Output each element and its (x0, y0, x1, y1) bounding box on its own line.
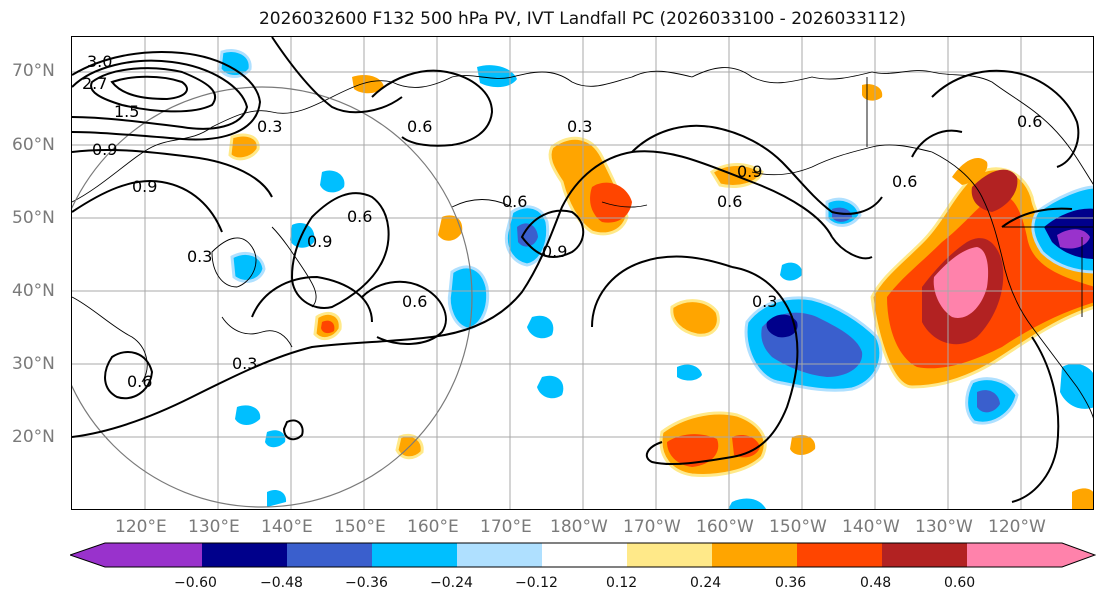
colorbar-segments (70, 543, 1095, 567)
contour-label: 0.3 (752, 292, 777, 311)
lon-label-170w: 170°W (623, 517, 681, 537)
colorbar-extend-min (70, 543, 105, 567)
lon-label-130w: 130°W (915, 517, 973, 537)
gridlines (72, 37, 1093, 509)
colorbar-tick: −0.36 (345, 575, 388, 591)
contour-label: 0.6 (502, 192, 527, 211)
colorbar-extend-max (1062, 543, 1095, 567)
lon-label-160e: 160°E (407, 517, 459, 537)
contour-label: 1.5 (114, 102, 139, 121)
lon-label-140w: 140°W (842, 517, 900, 537)
colorbar (70, 542, 1096, 568)
map-panel: 3.0 2.7 1.5 0.9 0.9 0.3 0.3 0.6 0.6 0.9 … (71, 36, 1094, 510)
colorbar-tick: 0.36 (775, 575, 807, 591)
colorbar-segment (797, 543, 882, 567)
colorbar-segment (372, 543, 457, 567)
lat-label-30n: 30°N (12, 354, 55, 374)
lon-label-180w: 180°W (550, 517, 608, 537)
lon-label-150e: 150°E (334, 517, 386, 537)
contour-labels: 3.0 2.7 1.5 0.9 0.9 0.3 0.3 0.6 0.6 0.9 … (82, 52, 1042, 391)
contour-label: 0.3 (567, 117, 592, 136)
lon-label-120w: 120°W (988, 517, 1046, 537)
lat-label-60n: 60°N (12, 135, 55, 155)
contour-label: 0.6 (402, 292, 427, 311)
contour-label: 0.3 (257, 117, 282, 136)
contour-label: 0.6 (1017, 112, 1042, 131)
contour-label: 0.9 (307, 232, 332, 251)
lon-label-140e: 140°E (261, 517, 313, 537)
colorbar-outline (70, 542, 1096, 568)
lat-label-50n: 50°N (12, 208, 55, 228)
contour-label: 0.3 (232, 354, 257, 373)
contour-label: 0.6 (892, 172, 917, 191)
colorbar-segment (712, 543, 797, 567)
lat-label-70n: 70°N (12, 61, 55, 81)
reference-circle (72, 86, 473, 508)
contour-label: 0.9 (92, 140, 117, 159)
lat-label-20n: 20°N (12, 427, 55, 447)
contour-label: 0.9 (737, 162, 762, 181)
colorbar-tick: 0.24 (690, 575, 722, 591)
map-canvas: 3.0 2.7 1.5 0.9 0.9 0.3 0.3 0.6 0.6 0.9 … (72, 37, 1093, 509)
contour-label: 0.9 (542, 242, 567, 261)
colorbar-tick: −0.48 (260, 575, 303, 591)
colorbar-segment (105, 543, 202, 567)
colorbar-tick: 0.60 (944, 575, 976, 591)
coastlines (72, 67, 1093, 419)
lon-label-160w: 160°W (696, 517, 754, 537)
contour-label: 0.6 (347, 207, 372, 226)
colorbar-segment (542, 543, 627, 567)
contour-label: 0.9 (132, 177, 157, 196)
colorbar-segment (627, 543, 712, 567)
contour-label: 0.6 (407, 117, 432, 136)
contour-label: 0.6 (717, 192, 742, 211)
lon-label-150w: 150°W (769, 517, 827, 537)
contour-label: 0.6 (127, 372, 152, 391)
colorbar-segment (202, 543, 287, 567)
colorbar-tick: −0.12 (515, 575, 558, 591)
colorbar-segment (967, 543, 1062, 567)
lon-label-130e: 130°E (188, 517, 240, 537)
colorbar-segment (287, 543, 372, 567)
colorbar-tick: −0.60 (174, 575, 217, 591)
colorbar-tick: −0.24 (430, 575, 473, 591)
contour-label: 2.7 (82, 74, 107, 93)
colorbar-segment (882, 543, 967, 567)
lon-label-120e: 120°E (115, 517, 167, 537)
colorbar-tick: 0.12 (606, 575, 638, 591)
pv-contours (72, 37, 1080, 503)
colorbar-tick: 0.48 (860, 575, 892, 591)
contour-label: 3.0 (87, 52, 112, 71)
colorbar-segment (457, 543, 542, 567)
ivt-shading (218, 49, 1093, 509)
map-title: 2026032600 F132 500 hPa PV, IVT Landfall… (258, 9, 906, 29)
contour-label: 0.3 (187, 247, 212, 266)
lat-label-40n: 40°N (12, 281, 55, 301)
lon-label-170e: 170°E (480, 517, 532, 537)
